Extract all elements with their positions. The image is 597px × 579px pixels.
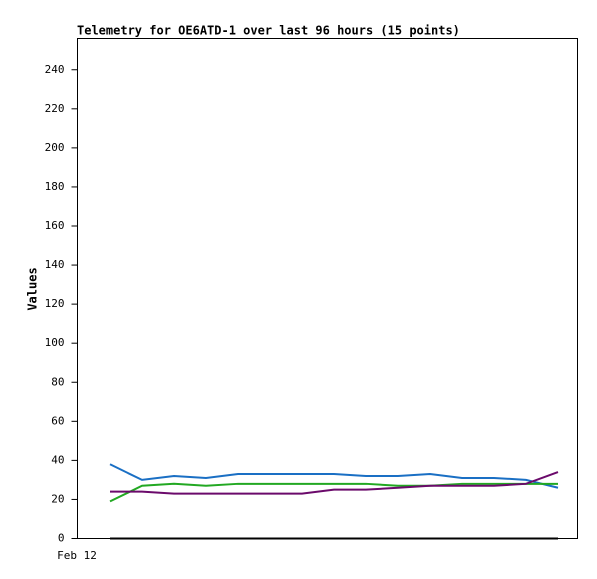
y-tick-label: 100 xyxy=(45,336,65,349)
chart-title: Telemetry for OE6ATD-1 over last 96 hour… xyxy=(77,24,460,38)
y-tick-label: 120 xyxy=(45,297,65,310)
y-tick-label: 160 xyxy=(45,219,65,232)
y-axis-label: Values xyxy=(26,267,40,310)
y-tick-label: 20 xyxy=(51,492,64,505)
y-tick-label: 200 xyxy=(45,141,65,154)
y-tick-label: 140 xyxy=(45,258,65,271)
series-line xyxy=(109,463,559,489)
series-line xyxy=(109,482,558,503)
y-tick-label: 220 xyxy=(45,102,65,115)
plot-frame xyxy=(77,38,578,539)
y-tick-label: 40 xyxy=(51,453,64,466)
y-tick-label: 180 xyxy=(45,180,65,193)
y-tick-label: 60 xyxy=(51,414,64,427)
y-tick-label: 240 xyxy=(45,63,65,76)
y-tick-label: 80 xyxy=(51,375,64,388)
series-line xyxy=(110,471,559,495)
y-tick-label: 0 xyxy=(58,532,65,545)
x-tick-label: Feb 12 xyxy=(57,549,97,562)
